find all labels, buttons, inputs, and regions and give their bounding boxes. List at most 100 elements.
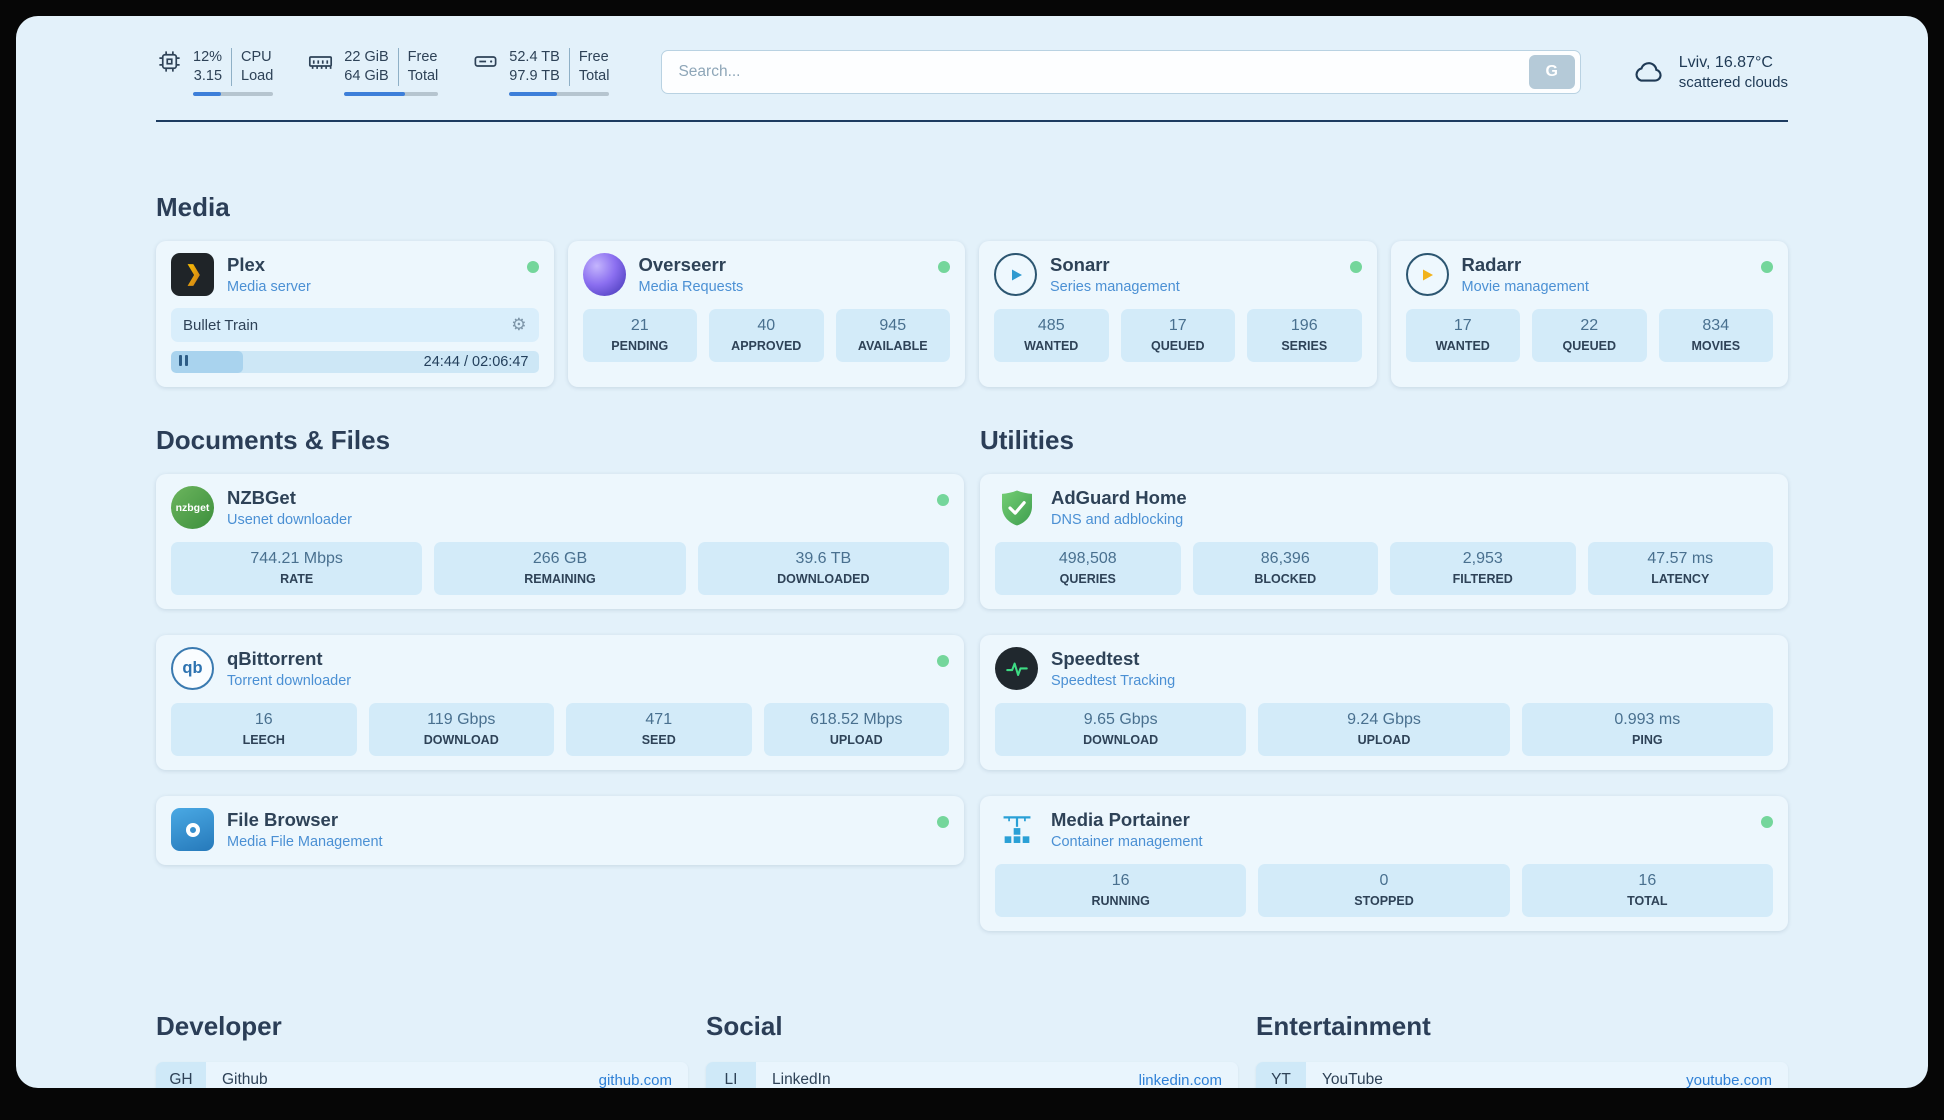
status-dot <box>937 494 949 507</box>
stat-queued: 17 QUEUED <box>1120 309 1235 363</box>
stat-approved: 40 APPROVED <box>709 309 824 363</box>
now-playing-row: Bullet Train ⚙ <box>171 308 539 343</box>
qbittorrent-card[interactable]: qb qBittorrent Torrent downloader 16 LEEC… <box>156 635 964 771</box>
portainer-icon <box>995 808 1038 851</box>
bookmark-name: LinkedIn <box>772 1071 831 1088</box>
memory-widget: 22 GiB 64 GiB Free Total <box>307 48 439 97</box>
status-dot <box>937 816 949 829</box>
sonarr-card[interactable]: Sonarr Series management 485 WANTED 17 QUE… <box>979 241 1377 388</box>
app-subtitle: Torrent downloader <box>227 673 352 690</box>
bookmark-github[interactable]: GH Github github.com <box>156 1062 688 1088</box>
app-subtitle: DNS and adblocking <box>1051 512 1184 529</box>
cpu-progress-bar <box>193 92 274 97</box>
nzbget-icon: nzbget <box>171 486 214 530</box>
bookmark-youtube[interactable]: YT YouTube youtube.com <box>1256 1062 1788 1088</box>
memory-progress-bar <box>344 92 439 97</box>
developer-group: Developer GH Github github.com SO StackO… <box>156 1011 688 1088</box>
utilities-column: Utilities AdGuard <box>980 425 1788 932</box>
search-bar: G <box>661 50 1581 95</box>
stat-latency: 47.57 ms LATENCY <box>1587 542 1773 596</box>
stat-remaining: 266 GB REMAINING <box>434 542 686 596</box>
bookmark-abbr: YT <box>1256 1062 1306 1088</box>
bookmark-linkedin[interactable]: LI LinkedIn linkedin.com <box>706 1062 1238 1088</box>
app-title: AdGuard Home <box>1051 487 1187 509</box>
system-widgets: 12% 3.15 CPU Load <box>156 48 610 97</box>
plex-card[interactable]: Plex Media server Bullet Train ⚙ 24:44 <box>156 241 554 388</box>
media-section: Media Plex Me <box>156 192 1788 388</box>
entertainment-group: Entertainment YT YouTube youtube.com NF … <box>1256 1011 1788 1088</box>
radarr-card[interactable]: Radarr Movie management 17 WANTED 22 QUEUE… <box>1390 241 1788 388</box>
bookmark-name: Github <box>222 1071 268 1088</box>
playback-time: 24:44 / 02:06:47 <box>423 354 529 371</box>
weather-widget: Lviv, 16.87°C scattered clouds <box>1629 54 1788 91</box>
stat-upload: 618.52 Mbps UPLOAD <box>763 703 949 757</box>
cpu-icon <box>156 48 183 75</box>
stat-queued: 22 QUEUED <box>1532 309 1647 363</box>
pause-icon[interactable] <box>179 353 191 371</box>
memory-free-label: Free <box>407 49 438 65</box>
status-dot <box>1761 816 1773 829</box>
status-dot <box>937 655 949 668</box>
speedtest-icon <box>995 647 1038 691</box>
bookmark-abbr: GH <box>156 1062 206 1088</box>
utilities-heading: Utilities <box>980 425 1074 456</box>
app-title: Plex <box>227 254 266 276</box>
app-title: Radarr <box>1461 254 1522 276</box>
disk-free: 52.4 TB <box>509 49 560 65</box>
memory-total: 64 GiB <box>344 68 389 85</box>
now-playing-title: Bullet Train <box>183 316 259 334</box>
filebrowser-card[interactable]: File Browser Media File Management <box>156 796 964 866</box>
developer-heading: Developer <box>156 1011 282 1042</box>
topbar: 12% 3.15 CPU Load <box>156 16 1788 97</box>
portainer-card[interactable]: Media Portainer Container management 16 R… <box>980 796 1788 932</box>
stat-upload: 9.24 Gbps UPLOAD <box>1258 703 1510 757</box>
disk-total-label: Total <box>578 68 610 85</box>
status-dot <box>526 261 539 274</box>
stat-movies: 834 MOVIES <box>1658 309 1773 363</box>
disk-widget: 52.4 TB 97.9 TB Free Total <box>472 48 610 97</box>
app-title: NZBGet <box>227 487 296 509</box>
stat-series: 196 SERIES <box>1247 309 1362 363</box>
playback-progress-bar[interactable]: 24:44 / 02:06:47 <box>171 351 539 374</box>
speedtest-card[interactable]: Speedtest Speedtest Tracking 9.65 Gbps DO… <box>980 635 1788 771</box>
stat-running: 16 RUNNING <box>995 864 1247 918</box>
app-title: qBittorrent <box>227 648 323 670</box>
stat-ping: 0.993 ms PING <box>1521 703 1773 757</box>
disk-progress-bar <box>509 92 610 97</box>
disk-free-label: Free <box>578 49 609 65</box>
status-dot <box>938 261 950 274</box>
ram-icon <box>307 48 334 75</box>
stat-available: 945 AVAILABLE <box>835 309 950 363</box>
memory-free: 22 GiB <box>344 49 389 65</box>
adguard-card[interactable]: AdGuard Home DNS and adblocking 498,508 Q… <box>980 474 1788 610</box>
entertainment-heading: Entertainment <box>1256 1011 1431 1042</box>
bookmarks-section: Developer GH Github github.com SO StackO… <box>156 1011 1788 1088</box>
gear-icon[interactable]: ⚙ <box>511 315 527 335</box>
app-subtitle: Movie management <box>1461 279 1589 296</box>
stat-download: 9.65 Gbps DOWNLOAD <box>995 703 1247 757</box>
bookmark-name: YouTube <box>1322 1071 1383 1088</box>
dashboard-window: 12% 3.15 CPU Load <box>16 16 1928 1088</box>
documents-heading: Documents & Files <box>156 425 391 456</box>
search-engine-button[interactable]: G <box>1528 55 1575 90</box>
bookmark-url: youtube.com <box>1686 1071 1772 1088</box>
filebrowser-icon <box>171 808 214 852</box>
memory-total-label: Total <box>407 68 439 85</box>
two-column-section: Documents & Files nzbget NZBGet Usenet d… <box>156 425 1788 932</box>
status-dot <box>1349 261 1362 274</box>
app-title: Sonarr <box>1050 254 1110 276</box>
bookmark-url: linkedin.com <box>1138 1071 1222 1088</box>
cpu-widget: 12% 3.15 CPU Load <box>156 48 274 97</box>
overseerr-card[interactable]: Overseerr Media Requests 21 PENDING 40 APP… <box>567 241 965 388</box>
nzbget-card[interactable]: nzbget NZBGet Usenet downloader 744.21 M… <box>156 474 964 610</box>
app-subtitle: Container management <box>1051 834 1203 851</box>
search-input[interactable] <box>678 63 1529 82</box>
stat-download: 119 Gbps DOWNLOAD <box>368 703 554 757</box>
stat-leech: 16 LEECH <box>171 703 357 757</box>
social-heading: Social <box>706 1011 783 1042</box>
topbar-divider <box>156 120 1788 123</box>
load-label: Load <box>241 68 274 85</box>
social-group: Social LI LinkedIn linkedin.com TW Twitt… <box>706 1011 1238 1088</box>
weather-condition: scattered clouds <box>1678 73 1788 91</box>
stat-filtered: 2,953 FILTERED <box>1390 542 1576 596</box>
